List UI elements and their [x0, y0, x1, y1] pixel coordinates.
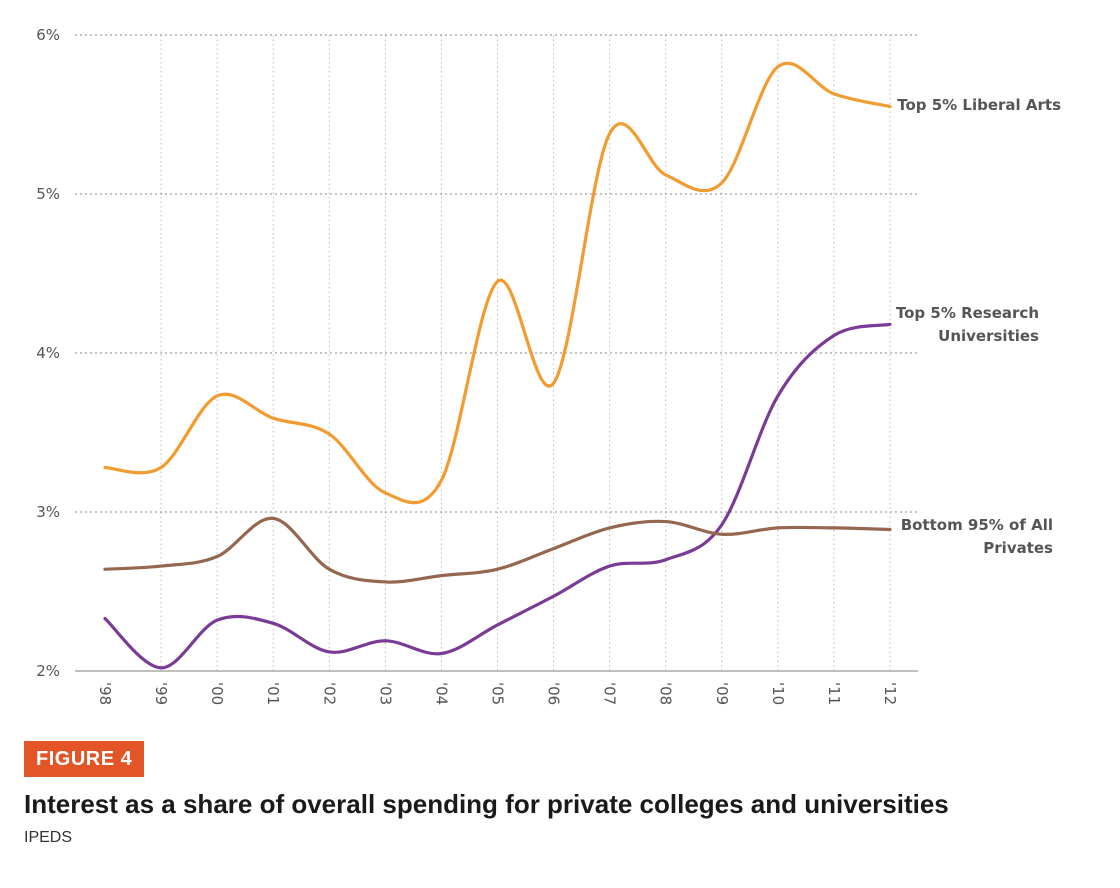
- y-tick-label: 2%: [36, 662, 60, 680]
- x-tick-label: '07: [601, 682, 619, 705]
- line-chart: 2% 3% 4% 5% 6% '98 '99 '00 '01 '02 '03 '04 '05 '06 '07…: [36, 26, 1061, 705]
- series-label-research-universities: Top 5% Research Universities: [896, 304, 1039, 345]
- x-tick-label: '08: [657, 682, 675, 705]
- x-tick-label: '01: [264, 682, 282, 705]
- x-tick-label: '00: [208, 682, 226, 705]
- y-tick-label: 6%: [36, 26, 60, 44]
- y-tick-label: 4%: [36, 344, 60, 362]
- series-label-line: Bottom 95% of All: [901, 516, 1053, 534]
- series-label-line: Privates: [983, 539, 1053, 557]
- series-line-liberal-arts: [103, 61, 892, 505]
- x-tick-label: '06: [545, 682, 563, 705]
- x-tick-label: '02: [320, 682, 338, 705]
- x-tick-label: '12: [881, 682, 899, 705]
- x-tick-label: '03: [376, 682, 394, 705]
- series-line-research-universities: [103, 322, 892, 670]
- x-tick-label: '99: [152, 682, 170, 705]
- x-tick-label: '05: [489, 682, 507, 705]
- x-tick-label: '10: [769, 682, 787, 705]
- series-label-line: Universities: [938, 327, 1039, 345]
- figure-source: IPEDS: [24, 829, 73, 846]
- series-label-bottom-95: Bottom 95% of All Privates: [901, 516, 1053, 557]
- chart-area: 2% 3% 4% 5% 6% '98 '99 '00 '01 '02 '03 '04 '05 '06 '07…: [36, 26, 1061, 705]
- series-label-line: Top 5% Research: [896, 304, 1039, 322]
- x-tick-label: '98: [96, 682, 114, 705]
- x-tick-label: '11: [825, 682, 843, 705]
- y-tick-label: 3%: [36, 503, 60, 521]
- x-tick-label: '04: [432, 682, 450, 705]
- series-line-bottom-95: [103, 516, 892, 584]
- figure-badge: FIGURE 4: [24, 741, 145, 777]
- series-label-liberal-arts: Top 5% Liberal Arts: [897, 96, 1061, 114]
- y-tick-label: 5%: [36, 185, 60, 203]
- series-label-line: Top 5% Liberal Arts: [897, 96, 1061, 114]
- x-tick-label: '09: [713, 682, 731, 705]
- figure-title: Interest as a share of overall spending …: [24, 789, 949, 819]
